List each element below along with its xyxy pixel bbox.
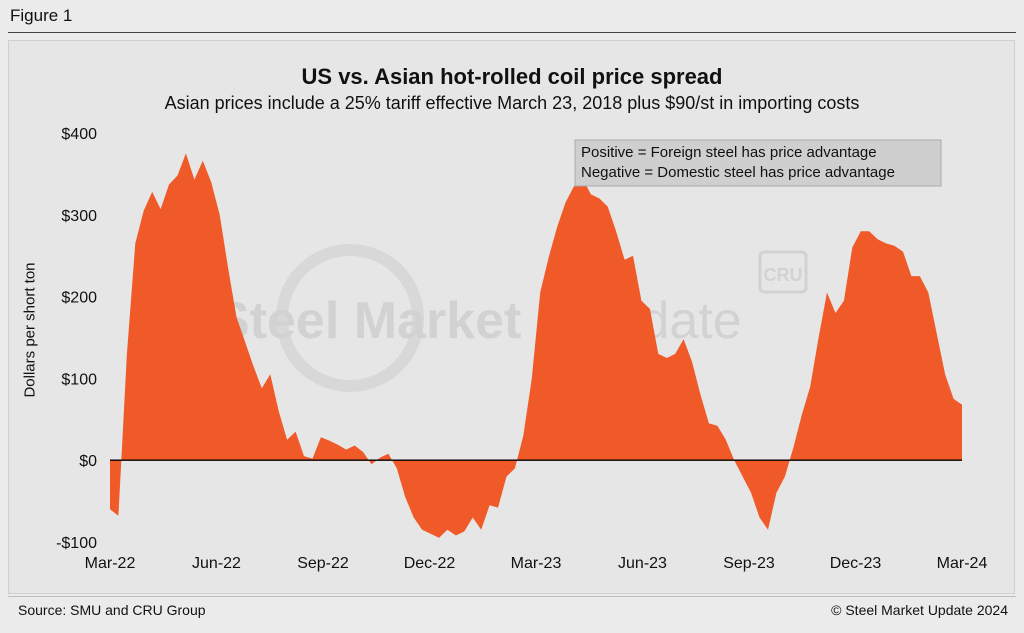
x-tick-label: Dec-22: [404, 555, 456, 572]
x-tick-label: Mar-24: [937, 555, 988, 572]
y-tick-label: $0: [79, 453, 97, 470]
y-axis-label: Dollars per short ton: [21, 262, 39, 398]
legend-line: Positive = Foreign steel has price advan…: [581, 144, 877, 161]
x-tick-label: Jun-23: [618, 555, 667, 572]
area-layer: [110, 153, 962, 538]
watermark-badge: [758, 250, 808, 294]
watermark-badge-text: CRU: [764, 265, 803, 285]
x-tick-label: Sep-23: [723, 555, 775, 572]
figure-label: Figure 1: [10, 6, 73, 25]
axis-layer: $400 $300 $200 $100 $0 -$100 Mar-22 Jun-22 Sep-2…: [56, 126, 987, 572]
legend-line: Negative = Domestic steel has price adva…: [581, 164, 895, 181]
x-tick-label: Mar-22: [85, 555, 136, 572]
y-tick-label: $300: [61, 208, 97, 225]
x-tick-label: Sep-22: [297, 555, 349, 572]
y-tick-label: $100: [61, 371, 97, 388]
top-divider: [8, 32, 1016, 33]
bottom-divider: [8, 596, 1016, 597]
spread-area: [110, 153, 962, 538]
x-tick-label: Jun-22: [192, 555, 241, 572]
watermark-ring: [276, 244, 424, 392]
chart-title: US vs. Asian hot-rolled coil price sprea…: [301, 64, 723, 89]
watermark-text-bold: Steel Market: [215, 292, 521, 350]
legend-box: [574, 139, 942, 187]
x-tick-label: Dec-23: [830, 555, 882, 572]
y-tick-label: $400: [61, 126, 97, 143]
source-note: Source: SMU and CRU Group: [18, 602, 206, 618]
y-tick-label: $200: [61, 290, 97, 307]
x-tick-label: Mar-23: [511, 555, 562, 572]
y-tick-label: -$100: [56, 535, 97, 552]
legend: Positive = Foreign steel has price advan…: [574, 139, 942, 187]
chart-subtitle: Asian prices include a 25% tariff effect…: [164, 93, 860, 113]
copyright-note: © Steel Market Update 2024: [831, 602, 1008, 618]
